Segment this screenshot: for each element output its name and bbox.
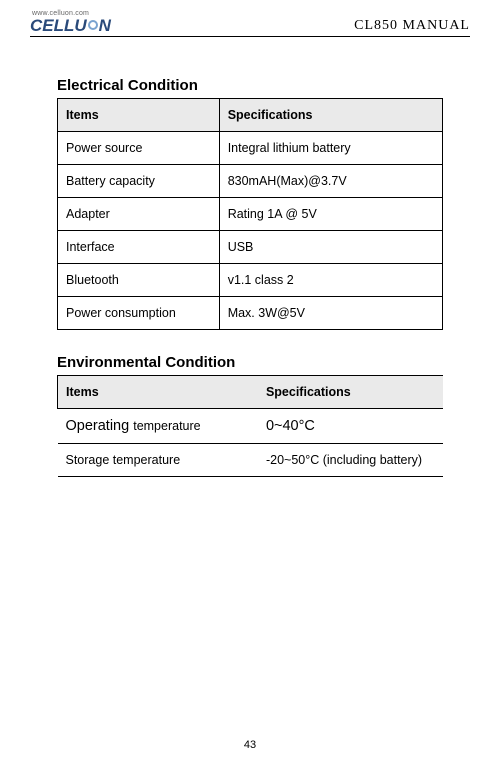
page-content: Electrical Condition Items Specification… [30,77,470,477]
cell-spec: -20~50°C (including battery) [258,444,443,477]
cell-item: Power consumption [58,297,220,330]
cell-spec: Max. 3W@5V [219,297,442,330]
cell-spec: 0~40°C [258,409,443,444]
table-header-row: Items Specifications [58,376,444,409]
th-items: Items [58,376,258,409]
table-row: Power source Integral lithium battery [58,132,443,165]
cell-spec: USB [219,231,442,264]
table-row: Operating temperature 0~40°C [58,409,444,444]
manual-title: CL850 MANUAL [354,18,470,34]
cell-item: Interface [58,231,220,264]
cell-spec: v1.1 class 2 [219,264,442,297]
page-header: www.celluon.com CELLU N CL850 MANUAL [30,10,470,37]
section-title-environmental: Environmental Condition [57,354,443,371]
brand-text-post: N [99,17,111,34]
cell-item: Battery capacity [58,165,220,198]
cell-item-small: temperature [133,419,200,433]
table-row: Storage temperature -20~50°C (including … [58,444,444,477]
cell-item: Operating temperature [58,409,258,444]
brand-text-pre: CELLU [30,17,87,34]
cell-spec: 830mAH(Max)@3.7V [219,165,442,198]
th-specs: Specifications [219,99,442,132]
table-row: Bluetooth v1.1 class 2 [58,264,443,297]
cell-item-big: Operating [66,418,134,434]
table-header-row: Items Specifications [58,99,443,132]
cell-spec: Rating 1A @ 5V [219,198,442,231]
table-row: Battery capacity 830mAH(Max)@3.7V [58,165,443,198]
cell-spec: Integral lithium battery [219,132,442,165]
cell-item: Storage temperature [58,444,258,477]
cell-item: Adapter [58,198,220,231]
brand-name: CELLU N [30,17,111,34]
brand-logo: www.celluon.com CELLU N [30,10,111,34]
electrical-table: Items Specifications Power source Integr… [57,98,443,330]
table-row: Interface USB [58,231,443,264]
manual-page: www.celluon.com CELLU N CL850 MANUAL Ele… [0,0,500,773]
cell-item: Bluetooth [58,264,220,297]
section-title-electrical: Electrical Condition [57,77,443,94]
table-row: Power consumption Max. 3W@5V [58,297,443,330]
page-number: 43 [0,739,500,751]
th-items: Items [58,99,220,132]
table-row: Adapter Rating 1A @ 5V [58,198,443,231]
brand-o-icon [88,20,98,30]
th-specs: Specifications [258,376,443,409]
cell-item: Power source [58,132,220,165]
environmental-table: Items Specifications Operating temperatu… [57,375,443,477]
